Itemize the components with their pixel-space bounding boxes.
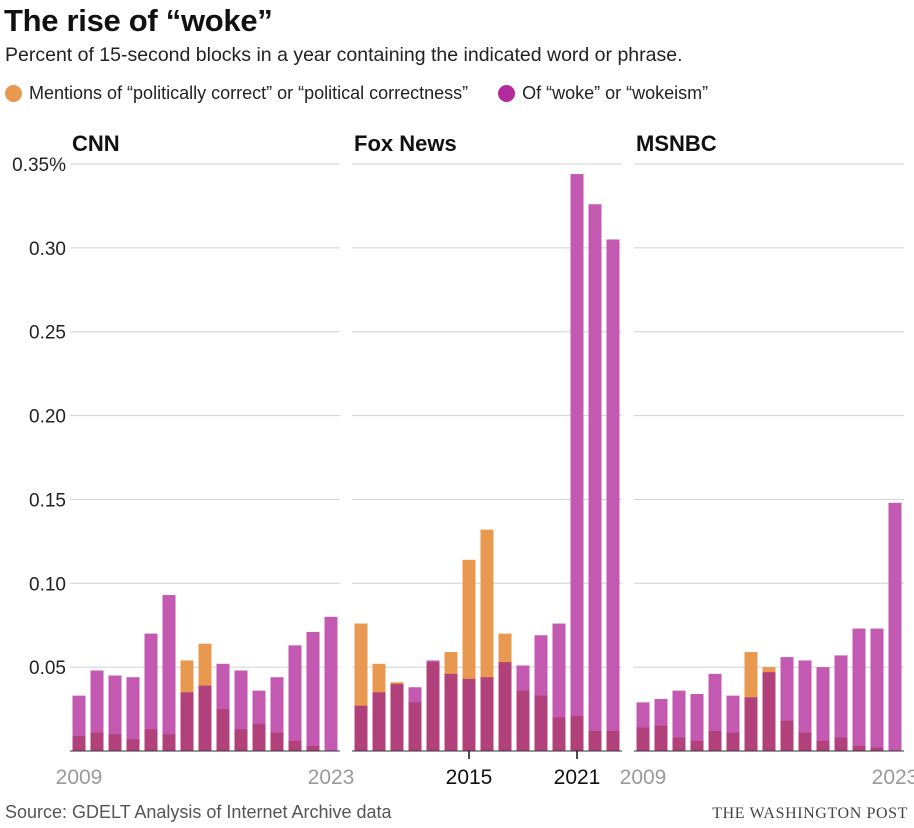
bar-woke-2016 <box>198 685 212 751</box>
bar-pc-2010 <box>90 732 104 751</box>
bar-woke-2019 <box>816 667 830 751</box>
y-tick-label: 0.15 <box>29 490 66 511</box>
legend-swatch-pc <box>5 85 22 102</box>
bar-pc-2012 <box>408 702 422 751</box>
bar-pc-2022 <box>588 730 602 751</box>
bar-pc-2013 <box>708 730 722 751</box>
legend-label-woke: Of “woke” or “wokeism” <box>522 83 709 103</box>
panel-title-cnn: CNN <box>72 131 120 156</box>
bar-woke-2021 <box>852 628 866 751</box>
bar-woke-2023 <box>888 502 902 751</box>
bar-woke-2023 <box>324 616 338 751</box>
y-tick-label: 0.35% <box>12 155 66 176</box>
y-tick-label: 0.30 <box>29 239 66 260</box>
bar-woke-2011 <box>390 683 404 751</box>
chart-title: The rise of “woke” <box>4 3 273 38</box>
bar-pc-2011 <box>108 734 122 751</box>
legend-item-pc: Mentions of “politically correct” or “po… <box>5 83 468 104</box>
bar-pc-2020 <box>834 737 848 751</box>
legend: Mentions of “politically correct” or “po… <box>5 83 738 104</box>
bar-pc-2019 <box>252 724 266 751</box>
bar-woke-2015 <box>180 692 194 751</box>
bar-pc-2017 <box>780 720 794 751</box>
legend-item-woke: Of “woke” or “wokeism” <box>498 83 708 104</box>
bar-woke-2013 <box>144 633 158 751</box>
bar-pc-2020 <box>552 717 566 751</box>
x-tick-label: 2023 <box>872 766 914 789</box>
bar-woke-2017 <box>498 662 512 751</box>
bar-woke-2012 <box>126 677 140 751</box>
bar-woke-2015 <box>462 678 476 751</box>
bar-woke-2010 <box>372 692 386 751</box>
bar-woke-2021 <box>288 645 302 751</box>
bar-pc-2020 <box>270 732 284 751</box>
bar-woke-2021 <box>570 174 584 751</box>
x-tick-label: 2009 <box>620 766 667 789</box>
bar-pc-2010 <box>654 725 668 751</box>
bar-pc-2017 <box>216 709 230 751</box>
bar-pc-2014 <box>726 732 740 751</box>
bar-woke-2014 <box>444 673 458 751</box>
bar-pc-2009 <box>636 727 650 751</box>
legend-swatch-woke <box>498 85 516 102</box>
bar-pc-2012 <box>690 740 704 751</box>
bar-pc-2019 <box>816 740 830 751</box>
bar-pc-2021 <box>288 740 302 751</box>
chart-subtitle: Percent of 15-second blocks in a year co… <box>5 44 683 66</box>
legend-label-pc: Mentions of “politically correct” or “po… <box>29 83 469 103</box>
bar-woke-2022 <box>870 628 884 751</box>
bar-pc-2022 <box>306 745 320 751</box>
bar-woke-2014 <box>162 595 176 751</box>
x-tick-label: 2009 <box>56 766 103 789</box>
bar-woke-2015 <box>744 697 758 751</box>
bar-woke-2011 <box>108 675 122 751</box>
x-tick-label: 2021 <box>554 766 601 789</box>
bar-pc-2012 <box>126 739 140 751</box>
credit: THE WASHINGTON POST <box>712 805 908 822</box>
y-tick-label: 0.05 <box>29 658 66 679</box>
source-note: Source: GDELT Analysis of Internet Archi… <box>5 802 392 822</box>
y-tick-label: 0.10 <box>29 574 66 595</box>
bar-woke-2012 <box>690 693 704 751</box>
y-tick-label: 0.20 <box>29 407 66 428</box>
bar-woke-2009 <box>354 705 368 751</box>
bar-woke-2016 <box>762 672 776 751</box>
bar-woke-2022 <box>306 631 320 751</box>
bar-woke-2022 <box>588 204 602 751</box>
bar-pc-2021 <box>852 745 866 751</box>
bar-woke-2011 <box>672 690 686 751</box>
bar-woke-2016 <box>480 677 494 751</box>
bar-pc-2011 <box>672 737 686 751</box>
bar-pc-2014 <box>162 734 176 751</box>
bar-pc-2019 <box>534 695 548 751</box>
bar-woke-2023 <box>606 239 620 751</box>
x-tick-label: 2015 <box>446 766 493 789</box>
y-tick-label: 0.25 <box>29 323 66 344</box>
bar-woke-2020 <box>270 677 284 751</box>
bar-pc-2013 <box>144 729 158 751</box>
bar-pc-2022 <box>870 747 884 751</box>
x-tick-label: 2023 <box>308 766 355 789</box>
bar-woke-2018 <box>798 660 812 751</box>
bar-pc-2013 <box>426 662 440 751</box>
bar-pc-2021 <box>570 715 584 751</box>
bar-pc-2018 <box>516 690 530 751</box>
bar-pc-2009 <box>72 735 86 751</box>
bar-woke-2020 <box>834 655 848 751</box>
panel-title-msnbc: MSNBC <box>636 131 717 156</box>
panel-title-fox-news: Fox News <box>354 131 457 156</box>
bar-woke-2010 <box>90 670 104 751</box>
bar-pc-2018 <box>234 729 248 751</box>
bar-pc-2018 <box>798 732 812 751</box>
bar-pc-2023 <box>606 730 620 751</box>
